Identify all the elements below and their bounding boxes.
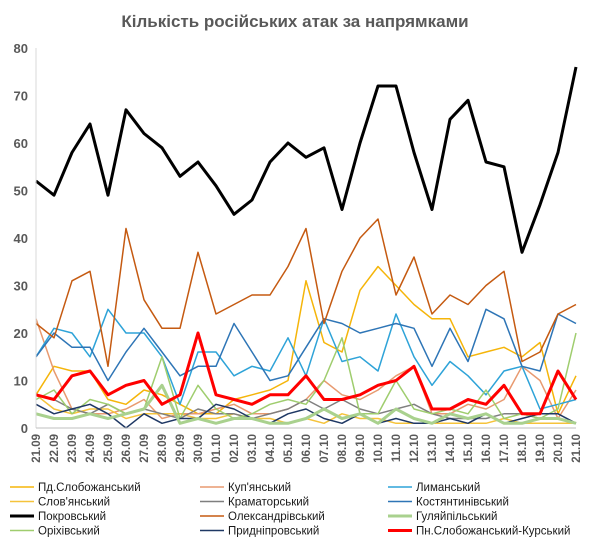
series-line-6 xyxy=(35,308,577,382)
legend-label: Костянтинівський xyxy=(416,497,509,509)
x-tick-label: 02.10 xyxy=(229,434,241,463)
y-tick-label: 70 xyxy=(14,89,28,104)
x-tick-label: 07.10 xyxy=(319,434,331,463)
legend-label: Пд.Слобожанський xyxy=(38,482,141,494)
series-line-12 xyxy=(35,331,578,416)
x-tick-label: 14.10 xyxy=(445,434,457,463)
legend-label: Оріхівський xyxy=(38,526,100,538)
legend-label: Лиманський xyxy=(416,482,480,494)
x-tick-label: 10.10 xyxy=(373,434,385,463)
x-tick-label: 08.10 xyxy=(337,434,349,463)
x-tick-label: 22.09 xyxy=(49,434,61,463)
x-tick-label: 25.09 xyxy=(103,434,115,463)
x-tick-label: 24.09 xyxy=(85,434,97,463)
x-tick-label: 18.10 xyxy=(517,434,529,463)
y-tick-label: 30 xyxy=(14,279,28,294)
x-tick-label: 27.09 xyxy=(139,434,151,463)
legend-label: Гуляйпільський xyxy=(416,511,497,523)
x-tick-label: 17.10 xyxy=(499,434,511,463)
x-tick-label: 11.10 xyxy=(391,434,403,462)
x-tick-label: 20.10 xyxy=(553,434,565,463)
y-tick-label: 10 xyxy=(14,374,28,389)
legend-label: Покровський xyxy=(38,511,106,523)
x-tick-label: 30.09 xyxy=(193,434,205,463)
x-tick-label: 29.09 xyxy=(175,434,187,463)
x-tick-label: 03.10 xyxy=(247,434,259,463)
legend-label: Пн.Слобожанський-Курський xyxy=(416,526,570,538)
series-line-7 xyxy=(35,66,578,254)
chart-title: Кількість російських атак за напрямками xyxy=(121,12,468,31)
x-tick-label: 04.10 xyxy=(265,434,277,463)
y-tick-label: 20 xyxy=(14,326,28,341)
x-tick-label: 06.10 xyxy=(301,434,313,463)
y-tick-label: 40 xyxy=(14,231,28,246)
x-tick-label: 21.09 xyxy=(31,434,43,463)
series-line-1 xyxy=(35,265,577,415)
legend-label: Олександрівський xyxy=(228,511,325,523)
x-tick-label: 13.10 xyxy=(427,434,439,463)
x-tick-label: 16.10 xyxy=(481,434,493,463)
legend-label: Куп'янський xyxy=(228,482,291,494)
y-axis: 0 10 20 30 40 50 60 70 80 xyxy=(14,41,37,436)
x-tick-label: 01.10 xyxy=(211,434,223,463)
x-tick-label: 23.09 xyxy=(67,434,79,463)
y-tick-label: 60 xyxy=(14,136,28,151)
x-tick-label: 12.10 xyxy=(409,434,421,463)
y-tick-label: 80 xyxy=(14,41,28,56)
x-tick-label: 28.09 xyxy=(157,434,169,463)
x-tick-label: 21.10 xyxy=(571,434,583,463)
x-tick-label: 26.09 xyxy=(121,434,133,463)
x-tick-label: 15.10 xyxy=(463,434,475,463)
x-axis: 21.09 22.09 23.09 24.09 25.09 26.09 27.09 28.09… xyxy=(31,427,583,463)
plot-area xyxy=(35,66,578,429)
legend-label: Слов'янський xyxy=(38,497,110,509)
y-tick-label: 50 xyxy=(14,184,28,199)
series-line-9 xyxy=(35,383,577,425)
legend-label: Придніпровський xyxy=(228,526,319,538)
legend-label: Краматорський xyxy=(228,497,309,509)
series-line-8 xyxy=(35,218,577,368)
x-tick-label: 19.10 xyxy=(535,434,547,463)
y-tick-label: 0 xyxy=(21,421,28,436)
x-tick-label: 09.10 xyxy=(355,434,367,463)
x-tick-label: 05.10 xyxy=(283,434,295,463)
legend: Пд.Слобожанський Куп'янський Лиманський Сло… xyxy=(10,482,570,538)
